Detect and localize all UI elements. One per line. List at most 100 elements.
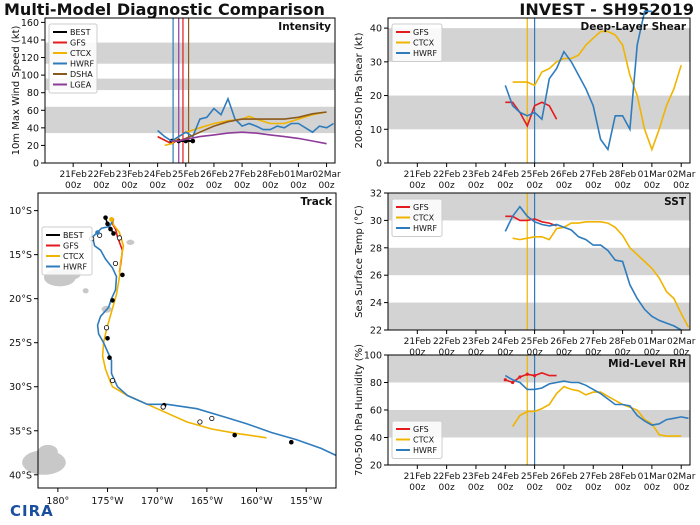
intensity-ytick-label: 120 [21, 53, 39, 64]
sst-series-ctcx [512, 221, 690, 328]
intensity-ytick-label: 140 [21, 35, 39, 46]
intensity-ytick-label: 100 [21, 71, 39, 82]
intensity-xtick-label: 23Feb [116, 170, 144, 180]
track-ytick-label: 25°S [9, 338, 32, 349]
intensity-legend-label: CTCX [70, 49, 92, 58]
sst-band [388, 247, 690, 276]
sst-series-hwrf [504, 205, 682, 331]
sst-xtick-label: 00z [497, 348, 513, 358]
intensity-series-hwrf [157, 96, 335, 142]
track-marker-open [103, 325, 110, 331]
sst-ytick-label: 28 [370, 243, 382, 254]
track-legend-label: BEST [63, 231, 84, 240]
intensity-xtick-label: 00z [318, 181, 334, 191]
rh-xtick-label: 25Feb [521, 472, 549, 482]
shear-xtick-label: 00z [556, 181, 572, 191]
intensity-series-dsha [171, 111, 327, 142]
sst-legend-label: HWRF [413, 224, 437, 233]
intensity-ytick-label: 80 [27, 88, 39, 99]
rh-legend-label: CTCX [413, 436, 435, 445]
rh-xtick-label: 00z [468, 483, 484, 493]
sst-xtick-label: 00z [527, 348, 543, 358]
rh-gfs-point [533, 374, 537, 378]
shear-xtick-label: 22Feb [433, 170, 461, 180]
page-title: Multi-Model Diagnostic Comparison [4, 0, 325, 19]
track-ytick-label: 35°S [9, 426, 32, 437]
sst-xtick-label: 28Feb [609, 337, 637, 347]
track-marker-open [116, 235, 123, 241]
rh-band [388, 355, 690, 383]
land-shape [82, 288, 89, 294]
sst-xtick-label: 21Feb [404, 337, 432, 347]
sst-ylabel: Sea Surface Temp (°C) [354, 205, 365, 318]
sst-title: SST [664, 196, 687, 208]
track-marker-open [109, 377, 116, 384]
rh-xtick-label: 01Mar [638, 472, 667, 482]
intensity-legend [48, 23, 98, 94]
shear-xtick-label: 00z [439, 181, 455, 191]
rh-xtick-label: 00z [556, 483, 572, 493]
intensity-xtick-label: 02Mar [312, 170, 341, 180]
shear-xtick-label: 28Feb [609, 170, 637, 180]
intensity-xtick-label: 00z [290, 181, 306, 191]
rh-gfs-point [525, 372, 529, 376]
shear-xtick-label: 00z [644, 181, 660, 191]
intensity-xtick-label: 25Feb [172, 170, 200, 180]
sst-xtick-label: 00z [673, 348, 689, 358]
shear-series-ctcx [512, 30, 682, 152]
sst-ytick-label: 24 [370, 298, 382, 309]
track-marker [103, 215, 108, 220]
rh-title: Mid-Level RH [608, 358, 686, 370]
rh-chart [384, 354, 691, 469]
sst-xtick-label: 27Feb [580, 337, 608, 347]
sst-xtick-label: 00z [468, 348, 484, 358]
track-ytick-label: 40°S [9, 470, 32, 481]
intensity-ytick-label: 0 [33, 159, 39, 170]
shear-title: Deep-Layer Shear [580, 21, 686, 33]
shear-band [388, 95, 690, 130]
shear-xtick-label: 24Feb [492, 170, 520, 180]
intensity-ytick-label: 20 [27, 141, 39, 152]
intensity-xtick-label: 27Feb [228, 170, 256, 180]
rh-gfs-point [503, 378, 507, 382]
intensity-ytick-label: 160 [21, 18, 39, 29]
intensity-xtick-label: 00z [121, 181, 137, 191]
track-legend-label: GFS [63, 242, 79, 251]
track-series-ctcx [101, 219, 267, 439]
intensity-legend-label: DSHA [70, 70, 93, 79]
intensity-band [45, 42, 335, 64]
rh-xtick-label: 00z [497, 483, 513, 493]
track-marker-open [209, 415, 215, 422]
intensity-legend-label: LGEA [70, 81, 92, 90]
intensity-xtick-label: 24Feb [144, 170, 172, 180]
track-xtick-label: 155°W [290, 496, 323, 507]
track-legend-label: HWRF [63, 263, 87, 272]
sst-xtick-label: 00z [439, 348, 455, 358]
track-marker [108, 226, 113, 232]
track-xtick-label: 165°W [191, 496, 224, 507]
shear-legend-label: HWRF [413, 49, 437, 58]
rh-xtick-label: 00z [673, 483, 689, 493]
shear-series-hwrf [504, 10, 652, 152]
intensity-title: Intensity [278, 21, 331, 33]
track-marker [111, 231, 116, 236]
intensity-legend-label: BEST [70, 28, 91, 37]
track-marker [105, 335, 110, 341]
track-marker [289, 439, 294, 445]
track-ytick-label: 30°S [9, 382, 32, 393]
sst-legend-label: GFS [413, 203, 429, 212]
shear-frame [387, 17, 691, 164]
shear-xtick-label: 00z [468, 181, 484, 191]
rh-xtick-label: 28Feb [609, 472, 637, 482]
rh-xtick-label: 00z [439, 483, 455, 493]
intensity-ytick-label: 60 [27, 106, 39, 117]
track-chart [22, 192, 337, 492]
track-ytick-label: 15°S [9, 250, 32, 261]
track-marker [105, 221, 110, 227]
track-marker [120, 272, 125, 278]
intensity-chart [41, 17, 336, 167]
intensity-xtick-label: 21Feb [59, 170, 87, 180]
cira-logo: CIRA [10, 502, 54, 520]
sst-band [388, 302, 690, 330]
shear-ytick-label: 40 [370, 24, 382, 35]
